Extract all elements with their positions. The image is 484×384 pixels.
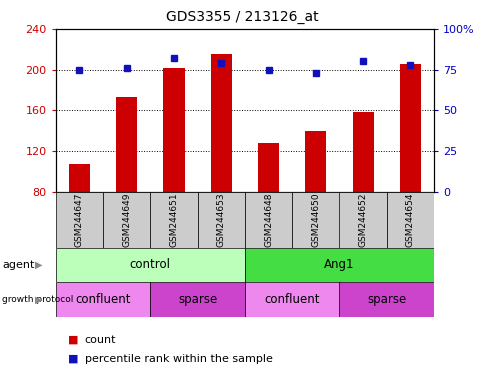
Text: confluent: confluent: [75, 293, 131, 306]
Bar: [56, 248, 244, 282]
Text: ■: ■: [68, 354, 78, 364]
Text: control: control: [130, 258, 170, 271]
Text: GSM244651: GSM244651: [169, 192, 178, 247]
Text: GSM244648: GSM244648: [263, 193, 272, 247]
Bar: [339, 192, 386, 248]
Text: GSM244650: GSM244650: [311, 192, 320, 247]
Text: GSM244652: GSM244652: [358, 193, 367, 247]
Bar: [163, 68, 184, 192]
Bar: [244, 248, 433, 282]
Text: ▶: ▶: [35, 295, 42, 305]
Text: agent: agent: [2, 260, 35, 270]
Bar: [197, 192, 244, 248]
Text: GSM244653: GSM244653: [216, 192, 226, 247]
Text: GSM244647: GSM244647: [75, 193, 84, 247]
Bar: [304, 131, 326, 192]
Bar: [150, 282, 244, 317]
Text: sparse: sparse: [178, 293, 217, 306]
Bar: [399, 65, 420, 192]
Bar: [116, 97, 137, 192]
Bar: [291, 192, 339, 248]
Bar: [352, 113, 373, 192]
Text: Ang1: Ang1: [324, 258, 354, 271]
Text: GDS3355 / 213126_at: GDS3355 / 213126_at: [166, 10, 318, 23]
Text: GSM244654: GSM244654: [405, 193, 414, 247]
Text: percentile rank within the sample: percentile rank within the sample: [85, 354, 272, 364]
Bar: [69, 164, 90, 192]
Text: count: count: [85, 335, 116, 345]
Bar: [386, 192, 433, 248]
Text: ▶: ▶: [35, 260, 42, 270]
Bar: [103, 192, 150, 248]
Bar: [257, 143, 279, 192]
Text: sparse: sparse: [366, 293, 406, 306]
Bar: [339, 282, 433, 317]
Text: GSM244649: GSM244649: [122, 193, 131, 247]
Text: growth protocol: growth protocol: [2, 295, 74, 304]
Bar: [56, 282, 150, 317]
Bar: [210, 54, 231, 192]
Bar: [56, 192, 103, 248]
Bar: [150, 192, 197, 248]
Bar: [244, 282, 339, 317]
Text: confluent: confluent: [264, 293, 319, 306]
Bar: [244, 192, 291, 248]
Text: ■: ■: [68, 335, 78, 345]
